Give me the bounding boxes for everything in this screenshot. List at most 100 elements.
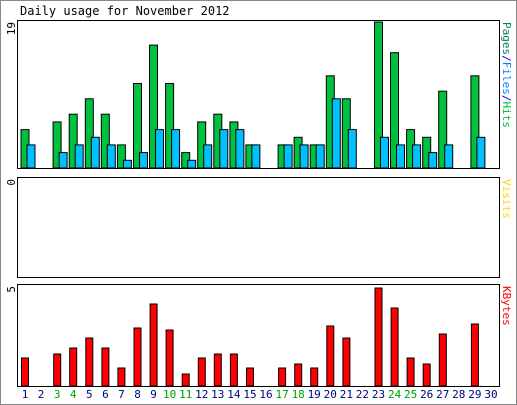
- bar-hits-day-8: [133, 83, 142, 169]
- bar-kbytes-day-17: [278, 367, 287, 387]
- bar-files-day-24: [396, 144, 405, 169]
- bar-files-day-13: [219, 129, 229, 169]
- y-max-label: 5: [5, 286, 18, 293]
- panel-hits-files-pages: 19 Pages/Files/Hits: [5, 20, 513, 169]
- bar-kbytes-day-11: [181, 373, 190, 387]
- bar-files-day-15: [251, 144, 261, 169]
- legend-entry: Visits: [500, 179, 513, 219]
- x-tick-label: 5: [86, 388, 93, 401]
- bar-files-day-10: [171, 129, 181, 169]
- x-tick-label: 25: [404, 388, 417, 401]
- x-tick-label: 17: [275, 388, 288, 401]
- bar-kbytes-day-23: [374, 287, 383, 387]
- x-tick-label: 21: [340, 388, 353, 401]
- bar-hits-day-10: [165, 83, 175, 169]
- panel-visits: 0 Visits: [5, 177, 513, 278]
- x-tick-label: 9: [150, 388, 157, 401]
- legend: KBytes: [500, 286, 513, 326]
- bar-kbytes-day-10: [165, 329, 174, 387]
- bar-files-day-25: [412, 144, 422, 169]
- bar-hits-day-23: [374, 21, 383, 169]
- legend: Visits: [500, 179, 513, 219]
- panel-frame: [17, 284, 500, 387]
- panel-frame: [17, 20, 500, 169]
- bar-files-day-12: [203, 144, 213, 169]
- bar-kbytes-day-21: [342, 337, 351, 387]
- bar-files-day-27: [444, 144, 454, 169]
- bar-kbytes-day-27: [438, 333, 447, 387]
- bar-kbytes-day-6: [101, 347, 110, 387]
- bar-kbytes-day-5: [85, 337, 94, 387]
- x-tick-label: 18: [292, 388, 305, 401]
- x-tick-label: 15: [243, 388, 256, 401]
- legend-entry: Files: [500, 62, 513, 95]
- bar-kbytes-day-19: [310, 367, 319, 387]
- x-tick-label: 10: [163, 388, 176, 401]
- bar-kbytes-day-3: [53, 353, 62, 387]
- series-files: [26, 98, 486, 169]
- y-max-label: 19: [5, 22, 18, 35]
- x-tick-label: 29: [468, 388, 481, 401]
- bar-hits-day-3: [52, 121, 62, 169]
- x-tick-label: 3: [54, 388, 61, 401]
- x-tick-label: 8: [134, 388, 141, 401]
- bar-files-day-14: [235, 129, 245, 169]
- bar-files-day-29: [476, 136, 486, 169]
- bar-files-day-26: [428, 152, 438, 169]
- x-tick-label: 27: [436, 388, 449, 401]
- bar-files-day-21: [347, 129, 357, 169]
- x-tick-label: 6: [102, 388, 109, 401]
- legend-entry: /: [500, 95, 513, 102]
- bar-files-day-8: [139, 152, 148, 169]
- bar-kbytes-day-14: [229, 353, 238, 387]
- bar-files-day-3: [58, 152, 68, 169]
- x-tick-label: 11: [179, 388, 192, 401]
- bar-kbytes-day-8: [133, 327, 142, 387]
- bar-kbytes-day-9: [149, 303, 158, 387]
- bar-hits-day-24: [390, 52, 399, 169]
- bar-hits-day-7: [116, 144, 126, 169]
- x-tick-label: 23: [372, 388, 385, 401]
- bar-kbytes-day-25: [406, 357, 415, 387]
- bar-kbytes-day-26: [422, 363, 431, 387]
- x-tick-label: 7: [118, 388, 125, 401]
- panel-kbytes: 5 KBytes: [5, 284, 513, 387]
- panel-frame: [17, 177, 500, 278]
- legend-entry: KBytes: [500, 286, 513, 326]
- bar-hits-day-9: [149, 44, 158, 169]
- bar-hits-day-4: [68, 113, 78, 169]
- bar-kbytes-day-20: [326, 325, 335, 387]
- bar-files-day-4: [74, 144, 84, 169]
- bar-files-day-7: [122, 159, 132, 169]
- bar-kbytes-day-4: [69, 347, 78, 387]
- x-tick-label: 26: [420, 388, 433, 401]
- bar-files-day-17: [283, 144, 293, 169]
- x-tick-label: 13: [211, 388, 224, 401]
- bar-files-day-20: [331, 98, 341, 169]
- bar-kbytes-day-7: [117, 367, 126, 387]
- x-axis: 1 2 3 4 5 6 7 8 9 10 11 12 13 14 15 16 17 18 19 20 21 22 23 24 2…: [22, 388, 498, 401]
- chart-title: Daily usage for November 2012: [20, 4, 230, 18]
- bar-files-day-9: [155, 129, 164, 169]
- series-kbytes: [21, 287, 479, 387]
- x-tick-label: 2: [38, 388, 45, 401]
- bar-files-day-1: [26, 144, 36, 169]
- bar-hits-day-6: [100, 113, 110, 169]
- bar-kbytes-day-12: [197, 357, 206, 387]
- x-tick-label: 24: [388, 388, 402, 401]
- x-tick-label: 19: [308, 388, 321, 401]
- x-tick-label: 4: [70, 388, 77, 401]
- x-tick-label: 22: [356, 388, 369, 401]
- x-tick-label: 28: [452, 388, 465, 401]
- legend: Pages/Files/Hits: [500, 22, 513, 128]
- legend-entry: /: [500, 55, 513, 62]
- bar-hits-day-5: [84, 98, 94, 169]
- bar-kbytes-day-24: [390, 307, 399, 387]
- bar-kbytes-day-1: [21, 357, 29, 387]
- bar-files-day-5: [90, 136, 100, 169]
- x-tick-label: 1: [22, 388, 29, 401]
- bar-files-day-23: [380, 136, 389, 169]
- chart-panels: 19 Pages/Files/Hits 0 Visits 5 KBytes: [5, 20, 513, 387]
